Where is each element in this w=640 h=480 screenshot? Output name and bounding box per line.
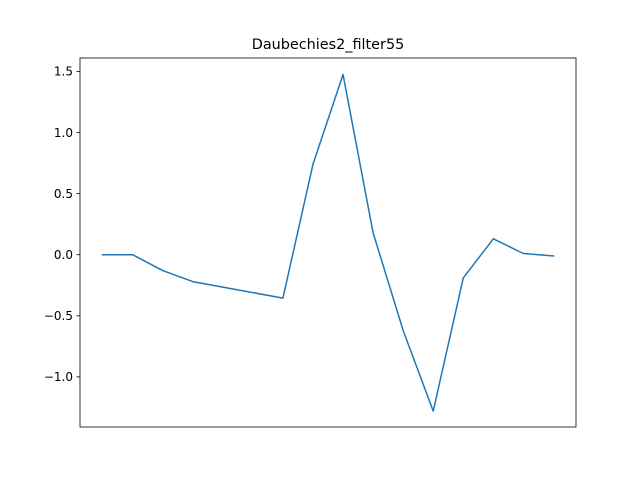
data-point-4	[222, 286, 224, 288]
y-tick-label: 0.5	[54, 187, 73, 201]
y-tick-label: −0.5	[44, 309, 73, 323]
data-point-3	[192, 281, 194, 283]
y-axis: 1.5 1.0 0.5 0.0 −0.5 −1.0	[44, 65, 80, 384]
data-point-14	[522, 252, 524, 254]
chart-title: Daubechies2_filter55	[252, 37, 405, 53]
y-tick-label: 1.0	[54, 126, 73, 140]
data-point-11	[432, 410, 434, 412]
data-point-0	[102, 254, 104, 256]
data-point-13	[492, 238, 494, 240]
y-tick-label: 0.0	[54, 248, 73, 262]
data-point-12	[462, 277, 464, 279]
y-tick-label: −1.0	[44, 370, 73, 384]
data-point-5	[252, 292, 254, 294]
data-point-2	[162, 270, 164, 272]
data-point-6	[282, 297, 284, 299]
data-point-10	[402, 329, 404, 331]
data-point-1	[132, 254, 134, 256]
data-point-15	[552, 255, 554, 257]
plot-frame	[79, 57, 577, 428]
data-point-7	[312, 163, 314, 165]
series-line	[101, 73, 555, 412]
data-point-8	[342, 73, 344, 75]
y-tick-label: 1.5	[54, 65, 73, 79]
data-point-9	[372, 232, 374, 234]
